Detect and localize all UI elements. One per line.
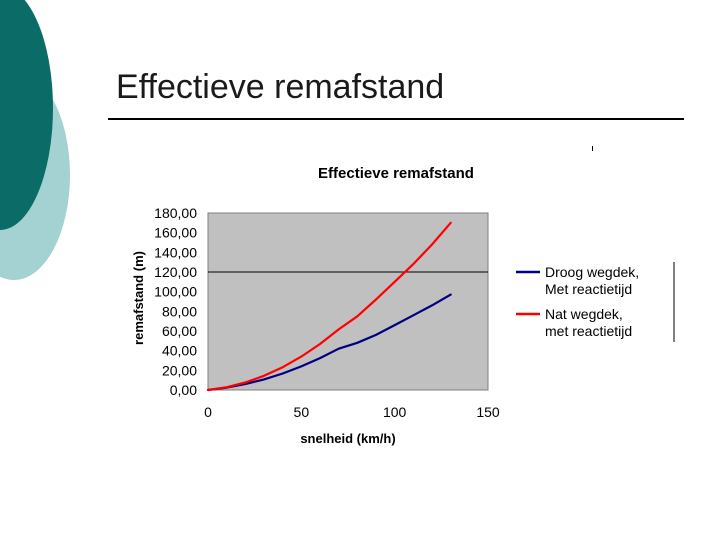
slide-title: Effectieve remafstand [116, 68, 445, 106]
chart-title: Effectieve remafstand [318, 165, 474, 182]
y-tick-label: 140,00 [154, 244, 197, 260]
legend-label: Nat wegdek, met reactietijd [545, 306, 632, 339]
y-tick-label: 20,00 [162, 362, 197, 378]
stray-tick-mark [592, 146, 593, 151]
series-line-nat [206, 221, 452, 392]
decor-dark-circle [0, 0, 53, 230]
x-tick-label: 100 [383, 404, 407, 420]
y-tick-label: 180,00 [154, 205, 197, 221]
y-axis-label: remafstand (m) [131, 251, 146, 345]
x-axis-label: snelheid (km/h) [300, 431, 395, 446]
y-axis-ticks: 0,00 20,00 40,00 60,00 80,00 100,00 120,00 140,… [154, 205, 197, 398]
y-tick-label: 120,00 [154, 264, 197, 280]
x-axis-ticks: 0 50 100 150 [204, 404, 500, 420]
x-tick-label: 50 [294, 404, 310, 420]
y-tick-label: 80,00 [162, 303, 197, 319]
series-lines [206, 221, 452, 392]
legend-label: Droog wegdek, Met reactietijd [545, 264, 639, 297]
legend: Droog wegdek, Met reactietijd Nat wegdek, m… [516, 262, 675, 342]
x-tick-label: 150 [476, 404, 500, 420]
y-tick-label: 60,00 [162, 323, 197, 339]
y-tick-label: 0,00 [170, 382, 197, 398]
series-line-droog [206, 293, 452, 392]
y-tick-label: 40,00 [162, 343, 197, 359]
x-tick-label: 0 [204, 404, 212, 420]
plot-area [207, 212, 489, 391]
title-underline [108, 118, 684, 120]
y-tick-label: 160,00 [154, 225, 197, 241]
y-tick-label: 100,00 [154, 284, 197, 300]
